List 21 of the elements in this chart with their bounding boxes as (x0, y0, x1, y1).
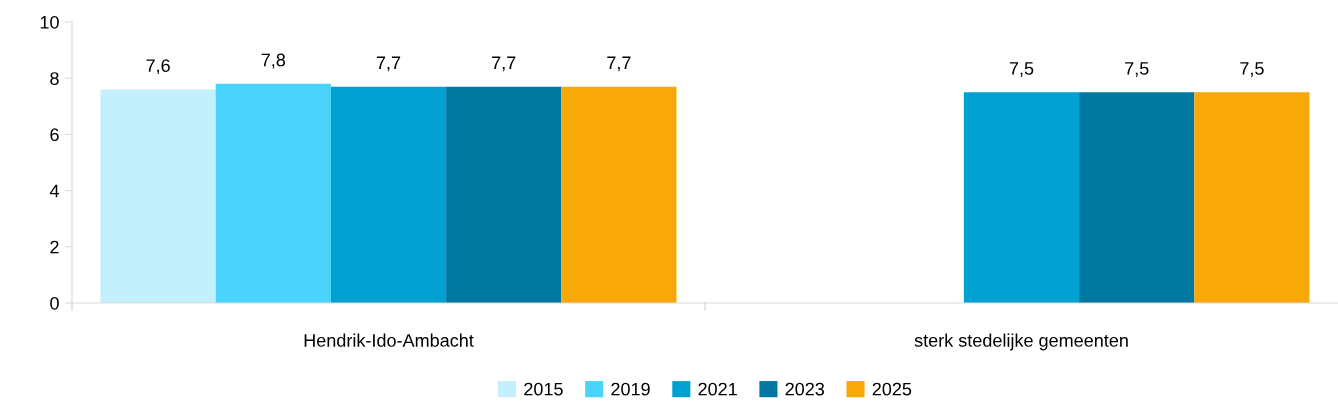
legend-label: 2023 (785, 382, 825, 396)
data-label: 7,5 (1009, 62, 1034, 77)
data-label: 7,8 (261, 53, 286, 69)
data-label: 7,7 (492, 56, 516, 72)
data-label: 7,5 (1240, 62, 1264, 77)
data-label: 7,7 (376, 56, 401, 72)
y-tick-label: 4 (49, 184, 59, 198)
data-label: 7,5 (1125, 62, 1149, 77)
data-label: 7,6 (146, 59, 170, 75)
legend-label: 2021 (698, 382, 737, 396)
legend-label: 2025 (872, 382, 912, 396)
x-tick-label: sterk stedelijke gemeenten (914, 333, 1128, 351)
y-tick-label: 2 (50, 240, 59, 254)
legend-label: 2019 (611, 382, 650, 396)
x-tick-label: Hendrik-Ido-Ambacht (304, 333, 474, 347)
y-tick-label: 10 (40, 15, 59, 29)
y-tick-label: 0 (50, 296, 59, 310)
data-label: 7,7 (607, 56, 631, 72)
y-tick-label: 8 (50, 72, 59, 85)
y-tick-label: 6 (50, 128, 59, 142)
legend-label: 2015 (524, 382, 563, 396)
